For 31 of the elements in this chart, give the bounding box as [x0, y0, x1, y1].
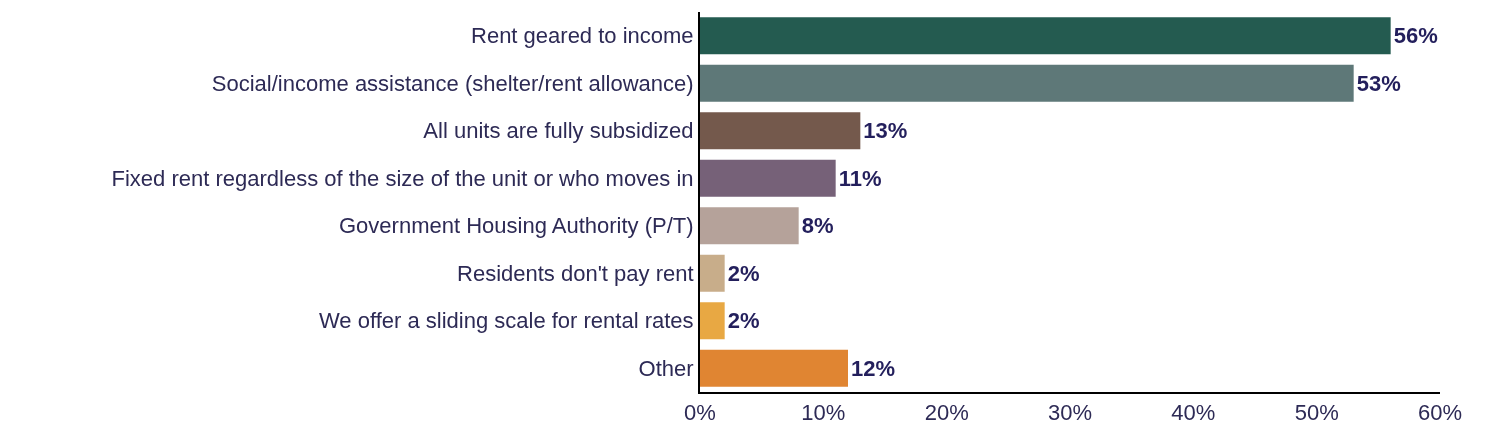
bar [700, 207, 799, 245]
bar [700, 254, 725, 292]
x-tick-label: 20% [924, 400, 969, 426]
bar [700, 349, 848, 387]
y-tick-label: Rent geared to income [471, 23, 694, 49]
bar [700, 112, 861, 150]
data-label: 2% [727, 260, 760, 286]
bar [700, 64, 1354, 102]
x-tick-label: 50% [1294, 400, 1339, 426]
bar [700, 302, 725, 340]
bar [700, 17, 1391, 55]
bar [700, 159, 836, 197]
data-label: 12% [851, 355, 896, 381]
x-tick-label: 0% [684, 400, 716, 426]
data-label: 56% [1393, 23, 1438, 49]
x-tick-label: 60% [1417, 400, 1463, 426]
data-label: 53% [1356, 70, 1401, 96]
x-tick-label: 10% [801, 400, 846, 426]
x-tick-label: 30% [1047, 400, 1093, 426]
y-tick-label: Government Housing Authority (P/T) [339, 213, 694, 239]
data-label: 11% [838, 165, 882, 191]
data-label: 13% [863, 118, 908, 144]
y-tick-label: Fixed rent regardless of the size of the unit or who moves in [111, 165, 694, 191]
data-label: 8% [801, 213, 834, 239]
y-tick-label: Other [638, 355, 694, 381]
x-tick-label: 40% [1171, 400, 1216, 426]
y-tick-label: We offer a sliding scale for rental rates [319, 308, 694, 334]
data-label: 2% [727, 308, 760, 334]
y-tick-label: All units are fully subsidized [423, 118, 694, 144]
y-tick-label: Social/income assistance (shelter/rent allowance) [211, 70, 694, 96]
y-tick-label: Residents don't pay rent [457, 260, 694, 286]
